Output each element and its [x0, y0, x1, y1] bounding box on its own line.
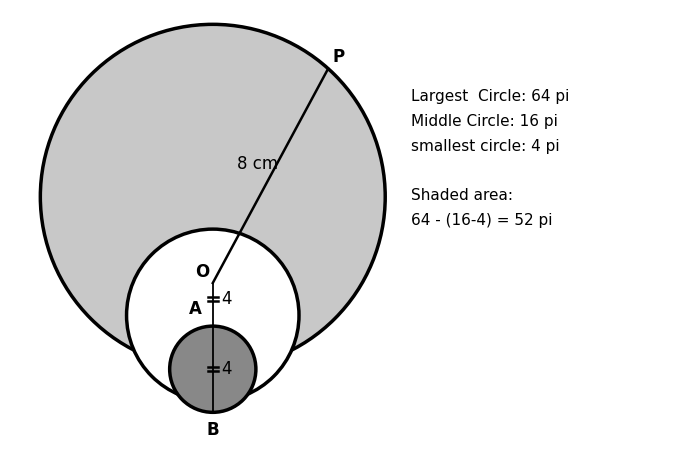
Circle shape	[40, 24, 385, 369]
Circle shape	[170, 326, 256, 412]
Text: 4: 4	[221, 360, 231, 378]
Text: B: B	[206, 421, 219, 439]
Text: Shaded area:: Shaded area:	[411, 188, 513, 203]
Text: smallest circle: 4 pi: smallest circle: 4 pi	[411, 138, 559, 153]
Text: A: A	[189, 300, 202, 318]
Text: O: O	[195, 263, 210, 281]
Text: Middle Circle: 16 pi: Middle Circle: 16 pi	[411, 114, 558, 129]
Circle shape	[126, 229, 299, 401]
Text: Largest  Circle: 64 pi: Largest Circle: 64 pi	[411, 89, 569, 104]
Text: 4: 4	[221, 290, 231, 308]
Text: 64 - (16-4) = 52 pi: 64 - (16-4) = 52 pi	[411, 213, 553, 228]
Text: 8 cm: 8 cm	[237, 155, 278, 173]
Text: P: P	[332, 48, 345, 67]
